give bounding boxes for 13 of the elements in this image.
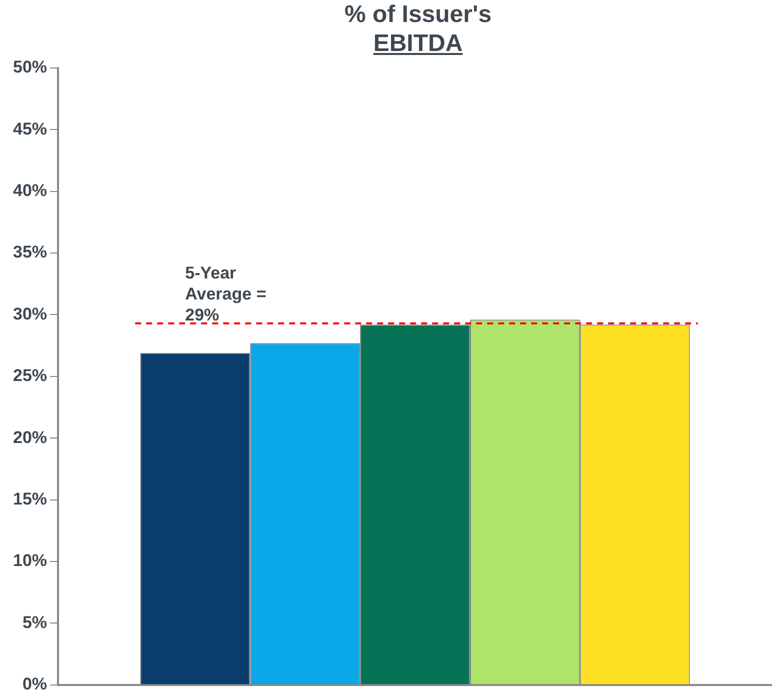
y-tick-label: 10% — [12, 551, 48, 570]
y-tick-label: 0% — [22, 674, 48, 694]
y-tick-label: 30% — [12, 304, 48, 324]
y-tick-label: 5% — [22, 612, 48, 632]
y-tick-label: 25% — [12, 366, 48, 386]
y-tick-label: 45% — [12, 119, 48, 138]
ref-line-label: 5-Year Average = 29% — [185, 264, 266, 325]
y-tick-label: 20% — [12, 428, 48, 447]
y-tick-label: 35% — [12, 242, 48, 262]
chart-title: % of Issuer's EBITDA — [344, 1, 492, 57]
y-tick-label: 50% — [12, 58, 48, 77]
y-tick-label: 15% — [12, 489, 48, 508]
y-tick-label: 40% — [12, 181, 48, 200]
